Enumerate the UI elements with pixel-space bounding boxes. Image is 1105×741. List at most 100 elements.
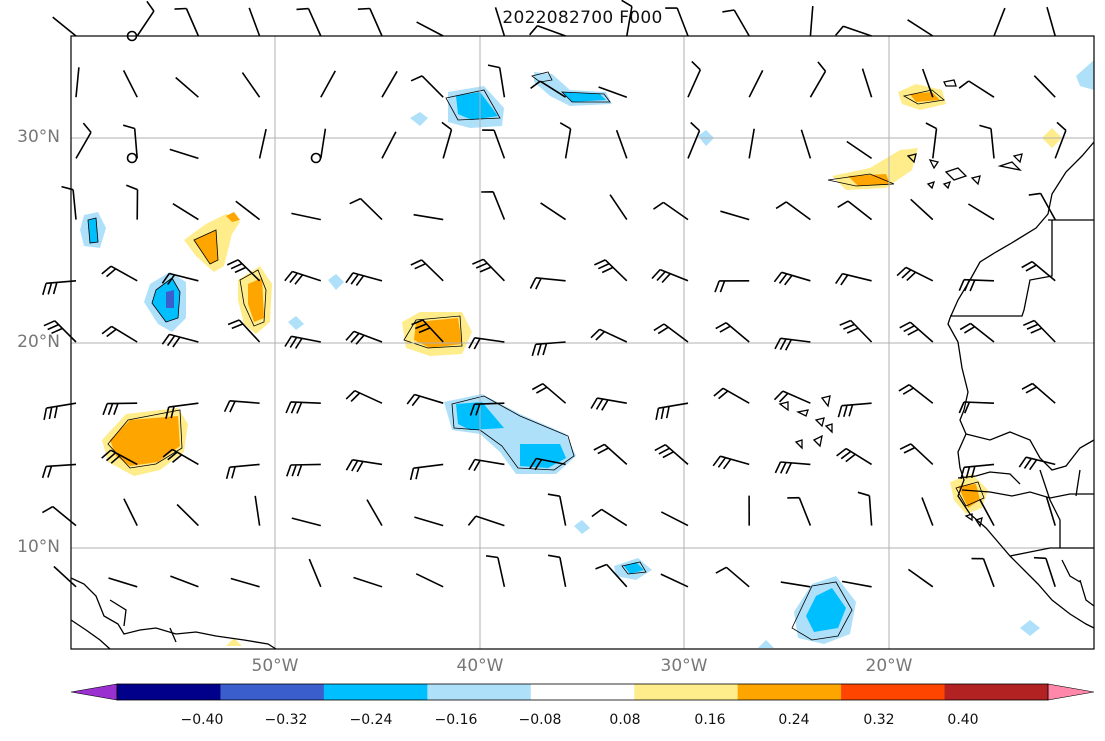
wind-barb [161,333,199,348]
wind-barb [1018,456,1056,471]
wind-barb [591,508,628,527]
wind-barb [809,6,814,37]
wind-barb [899,321,934,343]
wind-barb [654,443,689,466]
wind-barb [291,517,322,527]
wind-barb [896,266,934,282]
wind-barb [748,70,764,98]
wind-barb [308,558,322,588]
wind-barb [651,268,689,284]
wind-barb [712,455,750,470]
colorbar-outline [116,683,1049,701]
wind-barb [413,213,444,221]
wind-barb [993,7,1006,37]
wind-barb [1033,556,1056,588]
wind-barb [345,389,383,404]
wind-barb [101,265,138,282]
wind-barb [108,577,138,588]
colorbar-segment [944,684,1049,700]
wind-barb [349,197,383,221]
wind-barb [621,0,633,37]
wind-barb [415,573,444,588]
wind-barb [925,122,938,159]
lon-label-40w: 40°W [456,656,504,676]
wind-barb [660,511,689,527]
wind-barb [161,272,199,286]
wind-barb [593,443,628,465]
wind-barb [225,463,260,480]
colorbar-segment [323,684,428,700]
colorbar-extend-high [1047,683,1095,701]
wind-barb [547,554,567,587]
wind-barb [1021,260,1056,282]
gridlines [71,36,1094,649]
colorbar-tick-label: −0.16 [434,712,478,728]
wind-barb [907,19,934,37]
wind-barb [846,140,873,160]
wind-barb [528,24,566,37]
wind-barb [235,200,261,221]
wind-barb [122,124,138,159]
map-title: 2022082700 F000 [502,8,663,28]
wind-barb [899,443,934,465]
wind-barb [530,80,567,98]
wind-barb [481,191,506,220]
wind-barb [165,402,199,419]
lat-label-30n: 30°N [17,127,60,147]
wind-barb [615,129,628,159]
wind-barb [258,128,267,159]
wind-barb [773,390,811,404]
colorbar-segment [634,684,739,700]
wind-barb [102,402,138,416]
wind-barb [529,277,566,290]
wind-barb [958,401,995,414]
colorbar-tick-label: −0.32 [264,712,308,728]
wind-barb [345,330,383,345]
wind-barb [971,557,995,588]
wind-barb [787,496,812,526]
wind-barb [861,68,873,98]
wind-barb [366,499,383,526]
wind-barb [921,497,934,526]
wind-barb [381,70,398,98]
wind-barb [775,201,811,221]
wind-barb [169,148,199,160]
wind-barb [653,201,689,221]
colorbar-tick-label: −0.08 [518,712,562,728]
wind-barb [839,319,873,343]
wind-barb [531,382,567,404]
wind-barb [907,568,934,588]
lon-label-50w: 50°W [251,656,299,676]
wind-barb [590,328,628,343]
colorbar [70,683,1095,701]
wind-barb [411,319,444,343]
wind-barb [655,402,689,421]
wind-barb [345,459,383,473]
colorbar-tick-label: 0.40 [947,712,979,728]
wind-barb [410,75,444,98]
wind-barb [720,210,750,221]
wind-barb [834,25,872,37]
wind-barb [170,575,199,588]
wind-barb [910,198,934,221]
colorbar-segment [737,684,842,700]
coastlines [70,79,1095,650]
wind-barb [122,70,138,98]
wind-barb [837,402,872,418]
wind-barb [285,401,321,414]
wind-barb [494,7,506,37]
wind-barb [653,323,689,343]
wind-barb [416,21,444,37]
calm-wind-marker [310,152,322,164]
wind-barb [531,341,566,357]
wind-barb [595,563,628,588]
wind-barb [254,495,261,526]
wind-barb [176,503,199,527]
wind-barb [223,400,260,413]
wind-barb [248,7,261,37]
colorbar-tick-label: 0.32 [863,712,895,728]
wind-barb [43,402,77,421]
wind-barb [978,498,995,526]
wind-barb [1045,496,1056,526]
wind-barb [774,337,811,351]
